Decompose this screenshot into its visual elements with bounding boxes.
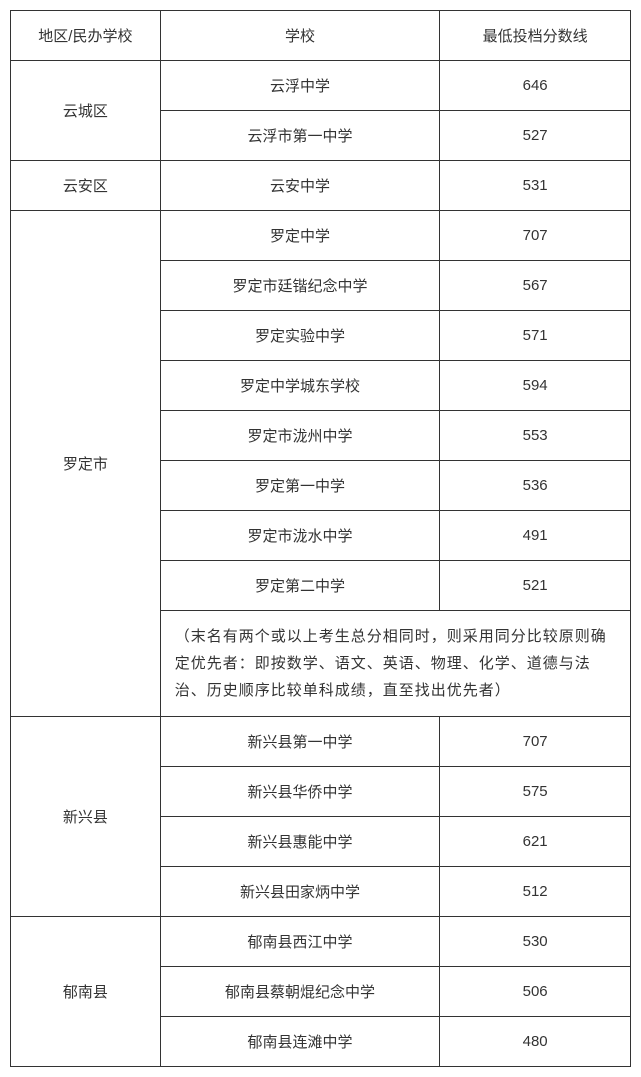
score-cell: 530 [440,917,631,967]
region-cell: 郁南县 [11,917,161,1067]
school-cell: 罗定市泷州中学 [160,411,440,461]
score-cell: 646 [440,61,631,111]
table-body: 云城区云浮中学646云浮市第一中学527云安区云安中学531罗定市罗定中学707… [11,61,631,1067]
school-cell: 罗定中学城东学校 [160,361,440,411]
score-cell: 575 [440,767,631,817]
score-cell: 480 [440,1017,631,1067]
table-row: 云安区云安中学531 [11,161,631,211]
region-cell: 云城区 [11,61,161,161]
school-cell: 罗定实验中学 [160,311,440,361]
header-region: 地区/民办学校 [11,11,161,61]
school-cell: 云浮市第一中学 [160,111,440,161]
school-cell: 郁南县连滩中学 [160,1017,440,1067]
score-cell: 594 [440,361,631,411]
note-cell: （末名有两个或以上考生总分相同时，则采用同分比较原则确定优先者：即按数学、语文、… [160,611,630,717]
header-school: 学校 [160,11,440,61]
school-cell: 新兴县田家炳中学 [160,867,440,917]
school-cell: 新兴县华侨中学 [160,767,440,817]
school-cell: 郁南县蔡朝焜纪念中学 [160,967,440,1017]
region-cell: 罗定市 [11,211,161,717]
score-cell: 707 [440,211,631,261]
school-cell: 云安中学 [160,161,440,211]
table-row: 新兴县新兴县第一中学707 [11,717,631,767]
score-cell: 567 [440,261,631,311]
header-row: 地区/民办学校 学校 最低投档分数线 [11,11,631,61]
score-cell: 536 [440,461,631,511]
table-row: 云城区云浮中学646 [11,61,631,111]
score-table: 地区/民办学校 学校 最低投档分数线 云城区云浮中学646云浮市第一中学527云… [10,10,631,1067]
table-row: 郁南县郁南县西江中学530 [11,917,631,967]
school-cell: 罗定市泷水中学 [160,511,440,561]
score-cell: 571 [440,311,631,361]
school-cell: 新兴县惠能中学 [160,817,440,867]
table-row: 罗定市罗定中学707 [11,211,631,261]
school-cell: 罗定中学 [160,211,440,261]
school-cell: 罗定第二中学 [160,561,440,611]
score-cell: 621 [440,817,631,867]
header-score: 最低投档分数线 [440,11,631,61]
school-cell: 罗定市廷锴纪念中学 [160,261,440,311]
score-cell: 491 [440,511,631,561]
score-cell: 553 [440,411,631,461]
score-cell: 707 [440,717,631,767]
school-cell: 云浮中学 [160,61,440,111]
school-cell: 郁南县西江中学 [160,917,440,967]
score-cell: 531 [440,161,631,211]
region-cell: 新兴县 [11,717,161,917]
school-cell: 罗定第一中学 [160,461,440,511]
score-cell: 521 [440,561,631,611]
score-cell: 512 [440,867,631,917]
score-cell: 506 [440,967,631,1017]
school-cell: 新兴县第一中学 [160,717,440,767]
score-cell: 527 [440,111,631,161]
region-cell: 云安区 [11,161,161,211]
